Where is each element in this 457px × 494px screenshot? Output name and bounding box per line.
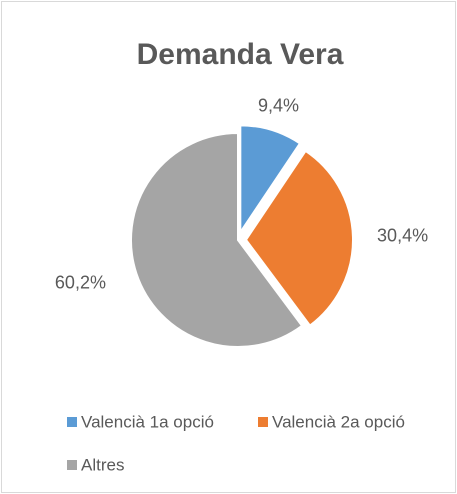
chart-title: Demanda Vera (137, 38, 344, 71)
pie-slice (130, 131, 304, 348)
data-label: 30,4% (377, 225, 428, 245)
data-label: 60,2% (55, 273, 106, 293)
legend-swatch (258, 417, 268, 427)
pie-slice (239, 124, 302, 236)
data-label: 9,4% (258, 96, 299, 116)
legend-swatch (67, 417, 77, 427)
legend-label: Altres (81, 455, 124, 474)
legend-swatch (67, 460, 77, 470)
pie-slice (244, 149, 354, 327)
legend-label: Valencià 2a opció (272, 412, 405, 431)
legend-label: Valencià 1a opció (81, 412, 214, 431)
